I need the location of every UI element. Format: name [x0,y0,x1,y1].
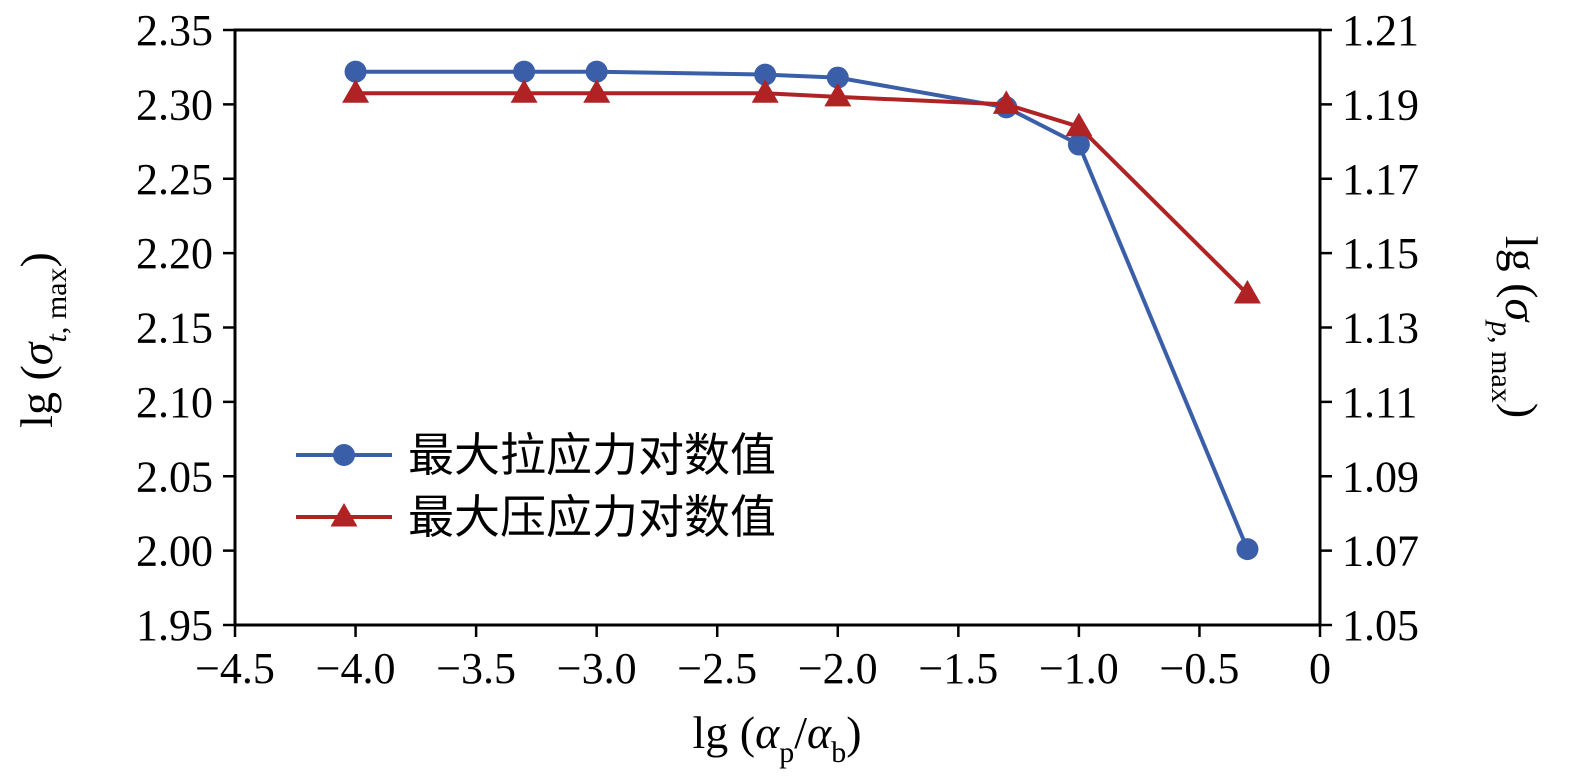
y-left-tick-label: 1.95 [136,601,213,650]
x-tick-label: −3.5 [436,644,516,693]
y-left-tick-label: 2.15 [136,304,213,353]
x-tick-label: −4.0 [316,644,396,693]
data-point [342,79,370,103]
data-series-group [342,60,1261,561]
x-tick-label: −1.5 [918,644,998,693]
y-right-tick-label: 1.19 [1342,80,1419,129]
y-left-tick-label: 2.00 [136,527,213,576]
y-left-tick-label: 2.05 [136,452,213,501]
left-axis-title: lg (σt, max) [11,252,73,428]
axis-ticks-group [223,28,1332,637]
data-point [1065,112,1093,137]
y-right-tick-label: 1.13 [1342,304,1419,353]
series-1 [342,79,1261,304]
x-axis-title: lg (αp/αb) [692,707,861,769]
right-axis-title: lg (σp, max) [1485,236,1547,418]
x-tick-label: −0.5 [1160,644,1240,693]
data-point [992,90,1020,114]
y-left-tick-label: 2.25 [136,155,213,204]
x-tick-label: −3.0 [557,644,637,693]
y-left-tick-label: 2.35 [136,6,213,55]
y-left-tick-label: 2.10 [136,378,213,427]
data-point [824,82,852,107]
legend-item-0: 最大拉应力对数值 [296,430,776,481]
y-right-tick-label: 1.05 [1342,601,1419,650]
data-point [1233,280,1261,304]
data-point [510,79,538,103]
data-point [826,66,849,89]
y-right-tick-label: 1.07 [1342,527,1419,576]
series-0 [344,60,1259,561]
data-point [754,63,777,86]
legend-label: 最大拉应力对数值 [408,430,776,481]
axis-tick-labels-group: −4.5 −4.0 −3.5 −3.0 −2.5 −2.0 −1.5 −1.0 −0.5 0 1.9… [136,6,1419,693]
x-tick-label: −1.0 [1039,644,1119,693]
y-right-tick-label: 1.21 [1342,6,1419,55]
legend-label: 最大压应力对数值 [408,492,776,543]
series-line-1 [353,91,1250,296]
legend-item-1: 最大压应力对数值 [296,492,776,543]
x-tick-label: 0 [1309,644,1331,693]
y-left-tick-label: 2.30 [136,80,213,129]
data-point [583,79,611,103]
data-point [513,60,536,83]
x-tick-label: −2.0 [798,644,878,693]
series-line-0 [353,69,1250,552]
y-right-tick-label: 1.15 [1342,229,1419,278]
x-tick-label: −4.5 [195,644,275,693]
y-left-tick-label: 2.20 [136,229,213,278]
data-point [585,60,608,83]
y-right-tick-label: 1.17 [1342,155,1419,204]
x-tick-label: −2.5 [677,644,757,693]
data-point [1067,133,1090,156]
legend-marker-triangle-icon [330,503,358,527]
data-point [1236,538,1259,561]
y-right-tick-label: 1.09 [1342,452,1419,501]
data-point [344,60,367,83]
data-point [751,79,779,103]
legend-marker-circle-icon [333,444,355,466]
y-right-tick-label: 1.11 [1342,378,1417,427]
